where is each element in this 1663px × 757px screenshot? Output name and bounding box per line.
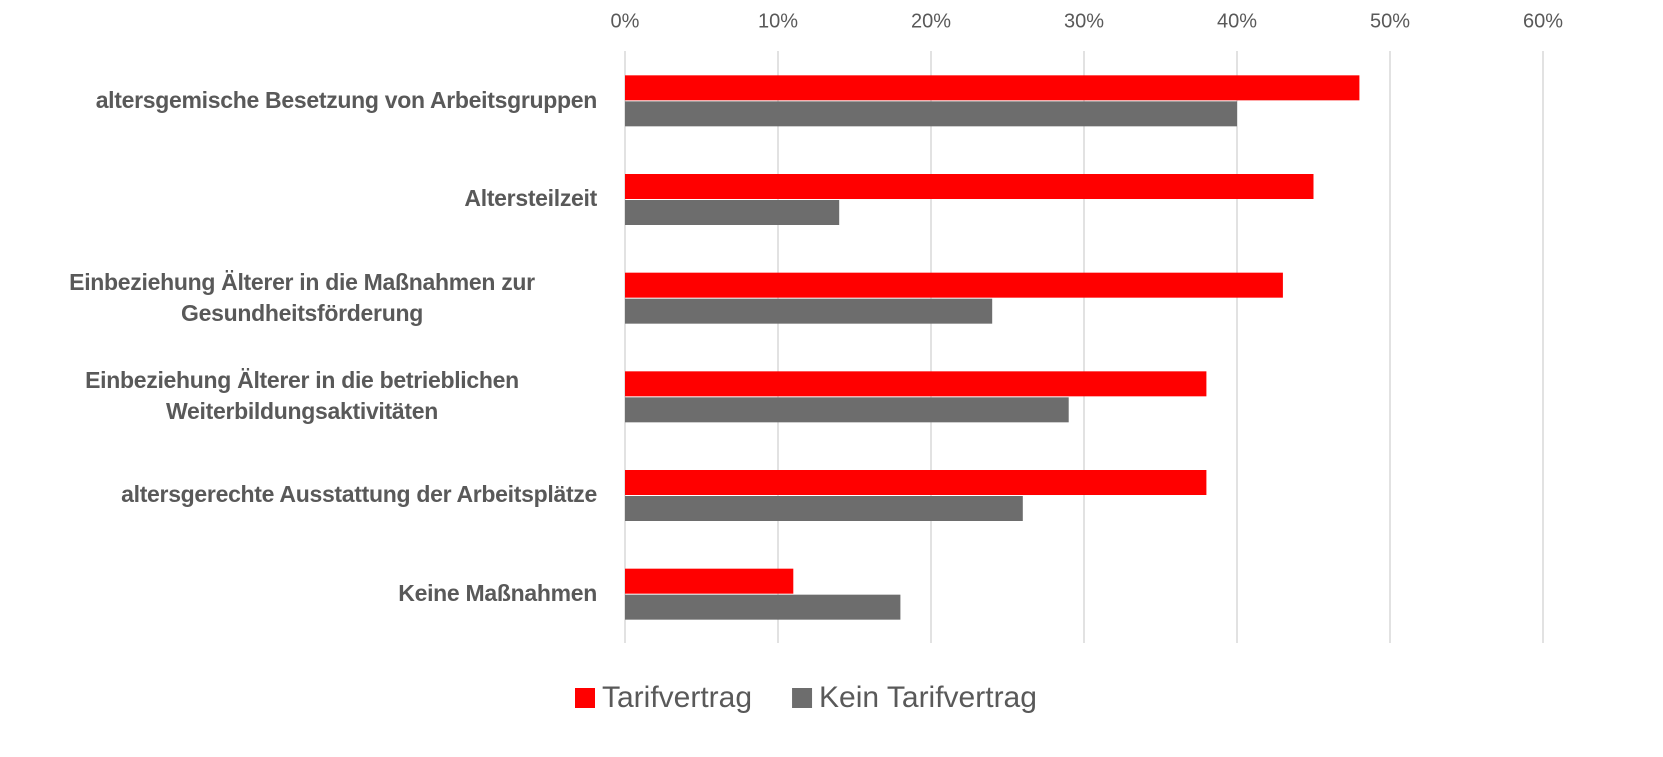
x-tick-label: 50% (1370, 10, 1410, 32)
x-tick-label: 60% (1523, 10, 1563, 32)
bar (625, 371, 1207, 397)
bar (625, 272, 1283, 298)
bar (625, 75, 1360, 101)
y-tick-label: altersgerechte Ausstattung der Arbeitspl… (121, 481, 597, 508)
x-tick-label: 30% (1064, 10, 1104, 32)
category-label-box: Keine Maßnahmen (0, 544, 597, 643)
bar (625, 568, 794, 594)
bar (625, 397, 1069, 423)
y-tick-label: Einbeziehung Älterer in die betriebliche… (85, 367, 519, 425)
bar (625, 470, 1207, 495)
bar (625, 101, 1237, 127)
x-tick-label: 40% (1217, 10, 1257, 32)
legend: Tarifvertrag Kein Tarifvertrag (575, 681, 1037, 714)
legend-label: Tarifvertrag (602, 681, 752, 714)
legend-label: Kein Tarifvertrag (819, 681, 1037, 714)
legend-swatch (792, 688, 813, 708)
x-tick-label: 0% (611, 10, 640, 32)
legend-swatch (575, 688, 595, 708)
category-label-box: Altersteilzeit (0, 150, 597, 249)
bar (625, 594, 901, 620)
y-tick-label: Keine Maßnahmen (398, 580, 597, 607)
bar (625, 298, 993, 324)
category-label-box: Einbeziehung Älterer in die betriebliche… (0, 347, 597, 446)
x-tick-label: 10% (758, 10, 798, 32)
bar (625, 496, 1023, 521)
bar (625, 200, 840, 225)
bar (625, 174, 1314, 199)
category-label-box: Einbeziehung Älterer in die Maßnahmen zu… (0, 248, 597, 347)
x-tick-label: 20% (911, 10, 951, 32)
y-tick-label: Einbeziehung Älterer in die Maßnahmen zu… (69, 268, 535, 326)
y-tick-label: altersgemische Besetzung von Arbeitsgrup… (95, 86, 598, 113)
y-tick-label: Altersteilzeit (464, 185, 597, 212)
category-label-box: altersgemische Besetzung von Arbeitsgrup… (0, 51, 598, 150)
category-label-box: altersgerechte Ausstattung der Arbeitspl… (0, 446, 597, 545)
